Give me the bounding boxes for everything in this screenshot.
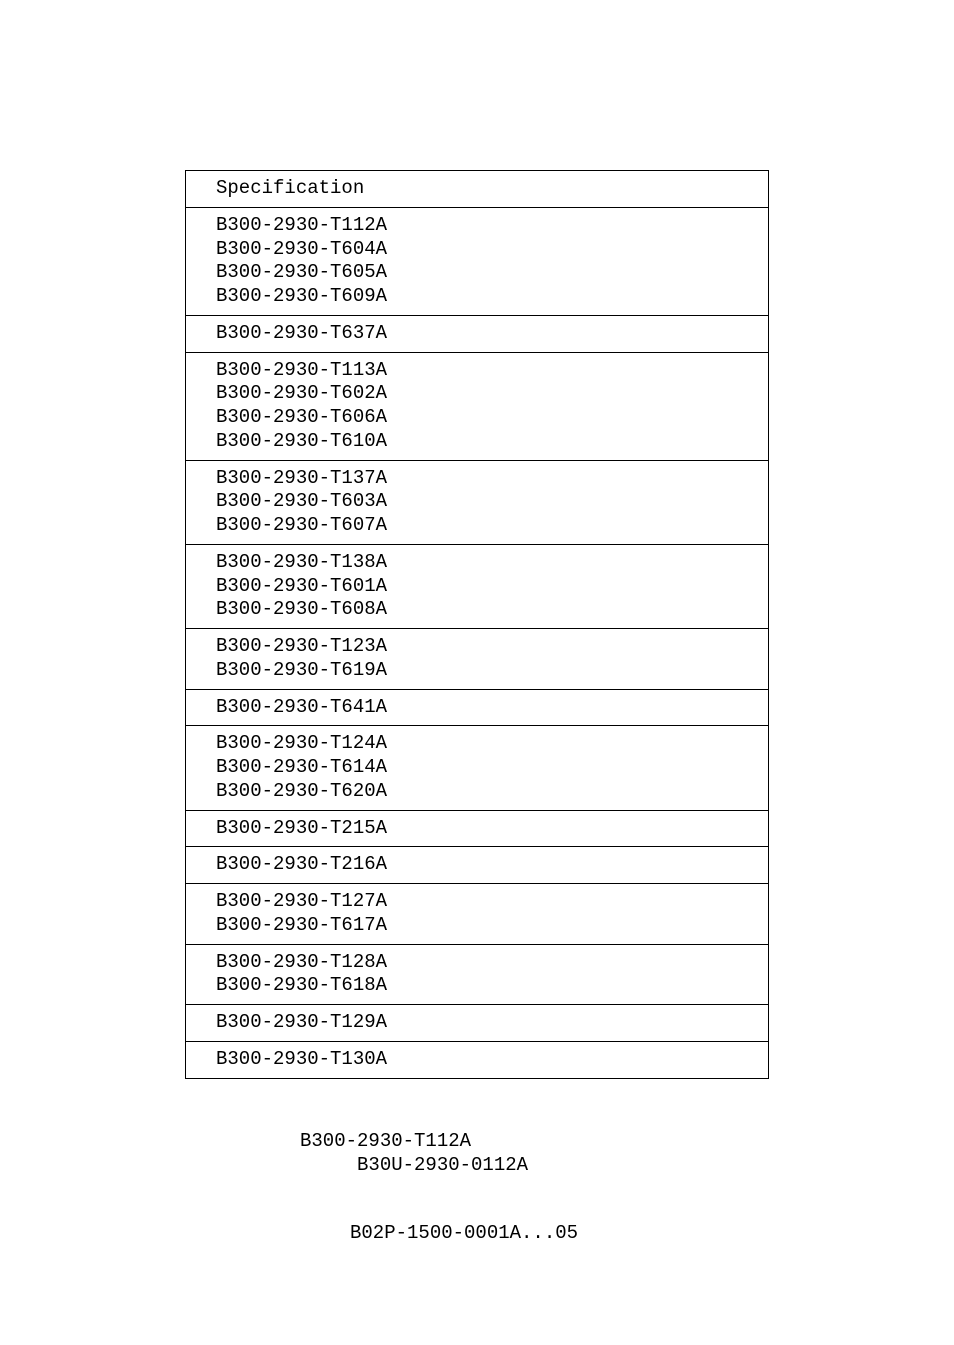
table-row: B300-2930-T130A (186, 1041, 768, 1078)
footer-spec-lines: B300-2930-T112A B30U-2930-0112A (300, 1130, 528, 1178)
table-row: B300-2930-T637A (186, 315, 768, 352)
footer-line-1: B300-2930-T112A (300, 1130, 471, 1152)
table-header: Specification (186, 171, 768, 207)
table-row: B300-2930-T641A (186, 689, 768, 726)
table-row: B300-2930-T138A B300-2930-T601A B300-293… (186, 544, 768, 628)
table-row: B300-2930-T129A (186, 1004, 768, 1041)
table-row: B300-2930-T137A B300-2930-T603A B300-293… (186, 460, 768, 544)
page-number: B02P-1500-0001A...05 (350, 1222, 578, 1244)
table-row: B300-2930-T112A B300-2930-T604A B300-293… (186, 207, 768, 315)
table-row: B300-2930-T123A B300-2930-T619A (186, 628, 768, 689)
table-row: B300-2930-T215A (186, 810, 768, 847)
specification-table: Specification B300-2930-T112A B300-2930-… (185, 170, 769, 1079)
table-row: B300-2930-T124A B300-2930-T614A B300-293… (186, 725, 768, 809)
table-row: B300-2930-T216A (186, 846, 768, 883)
footer-line-2: B30U-2930-0112A (300, 1154, 528, 1176)
table-row: B300-2930-T127A B300-2930-T617A (186, 883, 768, 944)
document-page: Specification B300-2930-T112A B300-2930-… (0, 0, 954, 1345)
table-row: B300-2930-T128A B300-2930-T618A (186, 944, 768, 1005)
table-row: B300-2930-T113A B300-2930-T602A B300-293… (186, 352, 768, 460)
